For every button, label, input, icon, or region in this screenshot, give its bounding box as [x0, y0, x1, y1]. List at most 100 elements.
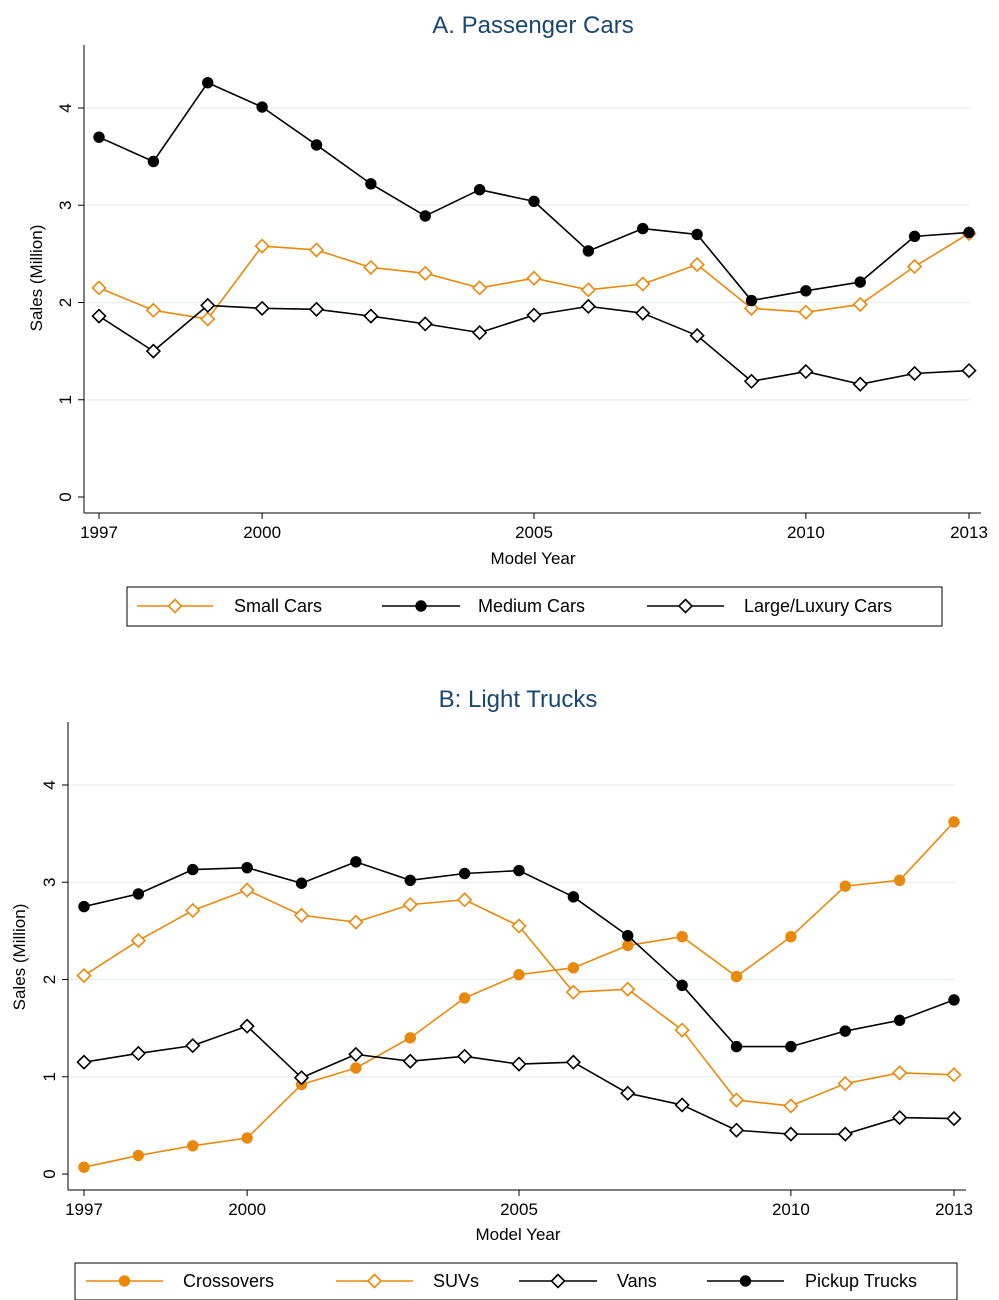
data-point-marker — [363, 259, 379, 276]
data-point-marker — [473, 183, 486, 196]
data-point-marker — [635, 305, 651, 321]
x-tick-label: 1997 — [65, 1200, 103, 1219]
series-large-luxury-cars — [91, 297, 977, 392]
data-point-marker — [295, 877, 308, 889]
data-point-marker — [256, 101, 268, 113]
data-point-marker — [739, 1275, 752, 1287]
data-point-marker — [293, 907, 310, 923]
data-point-marker — [963, 226, 975, 239]
data-point-marker — [635, 276, 651, 292]
chart-title: B: Light Trucks — [439, 686, 598, 713]
legend-item: Small Cars — [137, 596, 322, 616]
data-point-marker — [676, 979, 688, 992]
data-point-marker — [471, 325, 488, 341]
data-point-marker — [187, 863, 199, 876]
series-group — [76, 816, 962, 1173]
data-point-marker — [745, 294, 758, 307]
data-point-marker — [676, 931, 688, 943]
data-point-marker — [417, 316, 433, 332]
data-point-marker — [348, 914, 364, 930]
data-point-marker — [891, 1065, 908, 1081]
legend-item: Pickup Trucks — [707, 1271, 917, 1291]
data-point-marker — [948, 994, 960, 1006]
grid-lines — [68, 784, 955, 1078]
axes: 0 1 2 3 4 1997 2000 2005 2010 2013 — [56, 45, 988, 542]
series-group — [91, 77, 977, 392]
data-point-marker — [76, 967, 92, 984]
x-tick-label: 2013 — [950, 523, 988, 542]
data-point-marker — [743, 373, 760, 389]
y-tick-label: 4 — [56, 103, 75, 112]
series-vans — [76, 1018, 962, 1142]
y-tick-label: 3 — [40, 878, 59, 887]
data-point-marker — [908, 230, 921, 243]
data-point-marker — [513, 968, 525, 981]
legend-item: Medium Cars — [382, 596, 585, 616]
legend-label: Vans — [617, 1271, 657, 1291]
data-point-marker — [132, 1149, 145, 1162]
data-point-marker — [800, 285, 812, 297]
legend-label: Pickup Trucks — [805, 1271, 917, 1291]
data-point-marker — [187, 1140, 199, 1152]
data-point-marker — [906, 258, 923, 275]
data-point-marker — [837, 1075, 853, 1092]
legend-item: Large/Luxury Cars — [647, 596, 892, 616]
panel-passenger-cars: A. Passenger Cars 0 1 2 3 4 1997 2000 2005 2010 2… — [27, 12, 988, 627]
x-tick-label: 2010 — [787, 523, 825, 542]
data-point-marker — [526, 307, 542, 323]
data-point-marker — [130, 932, 147, 949]
data-point-marker — [580, 298, 597, 315]
data-point-marker — [785, 931, 797, 943]
data-point-marker — [118, 1275, 131, 1287]
data-point-marker — [185, 1037, 201, 1054]
data-point-marker — [550, 1273, 566, 1289]
data-point-marker — [730, 1040, 743, 1053]
legend-label: Medium Cars — [478, 596, 585, 616]
data-point-marker — [893, 874, 906, 887]
data-point-marker — [528, 195, 540, 208]
data-point-marker — [839, 1025, 851, 1037]
x-tick-label: 2010 — [772, 1200, 810, 1219]
data-point-marker — [456, 892, 473, 908]
axes: 0 1 2 3 4 1997 2000 2005 2010 2013 — [40, 722, 973, 1219]
data-point-marker — [948, 816, 960, 828]
data-point-marker — [308, 301, 325, 317]
x-axis-title: Model Year — [490, 549, 575, 568]
data-point-marker — [417, 265, 433, 281]
data-point-marker — [78, 1161, 90, 1173]
data-point-marker — [348, 1046, 364, 1063]
data-point-marker — [511, 1056, 527, 1072]
legend-label: Crossovers — [183, 1271, 274, 1291]
legend-box — [126, 586, 943, 627]
data-point-marker — [458, 867, 471, 880]
data-point-marker — [689, 256, 705, 273]
data-point-marker — [167, 598, 183, 614]
data-point-marker — [147, 155, 160, 168]
x-tick-label: 2013 — [935, 1200, 973, 1219]
legend-item: SUVs — [336, 1271, 479, 1291]
data-point-marker — [783, 1098, 799, 1114]
legend: Crossovers SUVs Vans Pickup Trucks — [74, 1262, 958, 1300]
data-point-marker — [674, 1022, 690, 1038]
data-point-marker — [620, 981, 636, 997]
data-point-marker — [91, 308, 107, 324]
data-point-marker — [415, 600, 427, 612]
y-tick-label: 1 — [56, 395, 75, 404]
data-point-marker — [852, 376, 868, 392]
data-point-marker — [961, 362, 977, 379]
legend-label: Small Cars — [234, 596, 322, 616]
data-point-marker — [241, 861, 253, 874]
data-point-marker — [582, 245, 595, 257]
grid-lines — [84, 107, 970, 401]
y-axis-title: Sales (Million) — [10, 904, 29, 1011]
data-point-marker — [200, 311, 216, 327]
data-point-marker — [78, 900, 90, 913]
legend-label: Large/Luxury Cars — [744, 596, 892, 616]
data-point-marker — [404, 874, 416, 887]
data-point-marker — [402, 896, 418, 913]
y-tick-label: 2 — [56, 298, 75, 307]
legend-box — [74, 1262, 958, 1300]
data-point-marker — [839, 880, 851, 892]
data-point-marker — [130, 1045, 147, 1062]
data-point-marker — [728, 1122, 745, 1138]
